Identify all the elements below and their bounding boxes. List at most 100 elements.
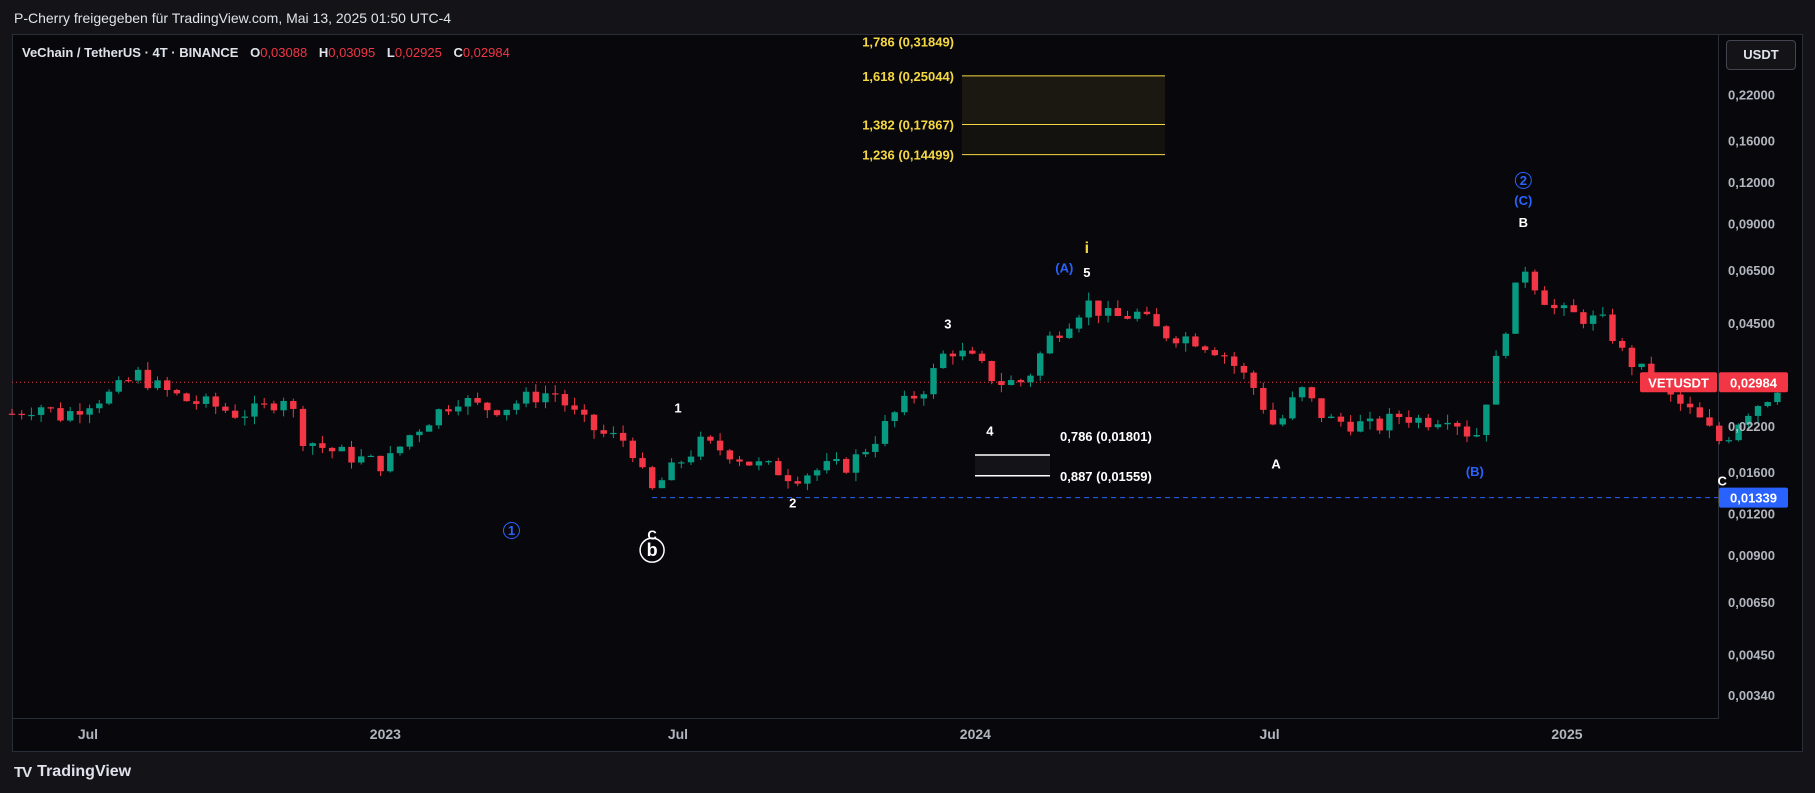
fib-level-label: 0,887 (0,01559) (1060, 469, 1152, 484)
candle-body (1347, 421, 1354, 432)
candle-body (125, 380, 132, 382)
candle-body (629, 440, 636, 459)
candle-body (726, 450, 733, 460)
candle-body (910, 395, 918, 399)
candle-body (687, 456, 695, 463)
candle-body (755, 461, 763, 466)
candle-body (1454, 422, 1461, 427)
wave-label-4[interactable]: 4 (986, 423, 994, 438)
candle-body (600, 430, 607, 434)
price-tick-label: 0,06500 (1728, 263, 1775, 278)
candle-body (571, 405, 578, 410)
wave-label-B[interactable]: (B) (1466, 464, 1484, 479)
symbol-title[interactable]: VeChain / TetherUS · 4T · BINANCE (22, 45, 239, 60)
support-level-badge-bg[interactable] (1719, 487, 1788, 508)
candle-body (649, 467, 656, 489)
candle-body (309, 443, 316, 446)
candle-body (1240, 365, 1248, 373)
candle-body (1172, 338, 1180, 344)
wave-label-C[interactable]: C (647, 527, 657, 542)
candle-body (1570, 305, 1577, 313)
wave-label-2[interactable]: 2 (789, 496, 796, 511)
candle-body (1696, 407, 1703, 418)
wave-label-i[interactable]: i (1085, 240, 1089, 257)
candle-body (765, 461, 772, 463)
wave-label-C[interactable]: (C) (1514, 193, 1532, 208)
candle-body (115, 380, 122, 392)
symbol-price-badge-bg[interactable] (1640, 372, 1717, 393)
chart-area[interactable] (12, 34, 1803, 752)
candle-body (1686, 403, 1694, 408)
candle-body (212, 396, 219, 407)
time-tick-label: 2024 (960, 726, 991, 742)
time-axis[interactable] (12, 718, 1718, 752)
candle-body (1308, 387, 1315, 399)
candle-body (1231, 356, 1238, 366)
wave-label-1[interactable]: 1 (508, 523, 515, 538)
open-label: O (250, 45, 261, 60)
candle-body (1774, 392, 1781, 403)
wave-label-3[interactable]: 3 (944, 317, 951, 332)
candle-body (1638, 363, 1645, 368)
candle-body (134, 369, 142, 381)
wave-label-B[interactable]: B (1519, 215, 1528, 230)
candle-body (251, 403, 258, 417)
candle-body (503, 409, 510, 416)
candle-body (901, 395, 908, 413)
wave-label-A[interactable]: A (1271, 457, 1281, 472)
wave-label-5[interactable]: 5 (1083, 265, 1090, 280)
candle-body (435, 409, 442, 426)
wave-label-2[interactable]: 2 (1520, 173, 1527, 188)
candle-body (1366, 418, 1374, 422)
candle-body (542, 393, 549, 403)
wave-label-circle (1514, 171, 1532, 189)
candle-body (1628, 347, 1636, 368)
candle-body (202, 396, 210, 404)
candle-body (358, 456, 365, 463)
candle-body (1512, 282, 1519, 334)
candle-body (1037, 353, 1044, 376)
candle-body (1764, 402, 1771, 407)
candle-body (522, 391, 530, 404)
candle-body (1124, 316, 1131, 319)
candle-body (1405, 417, 1412, 423)
candle-body (47, 407, 54, 409)
wave-label-A[interactable]: (A) (1055, 260, 1073, 275)
candle-body (319, 443, 326, 448)
candle-body (1056, 335, 1063, 338)
candle-body (1318, 398, 1325, 419)
wave-label-b[interactable]: b (647, 540, 658, 560)
candle-body (978, 353, 986, 361)
tradingview-brand: TradingView (37, 763, 132, 780)
candle-body (1027, 375, 1034, 383)
wave-label-C[interactable]: C (1717, 473, 1727, 488)
candle-body (532, 391, 539, 403)
candle-body (969, 350, 976, 354)
currency-button[interactable]: USDT (1726, 40, 1796, 70)
candle-body (581, 409, 588, 415)
fib-level-label: 1,382 (0,17867) (862, 118, 954, 133)
candle-body (1376, 418, 1383, 431)
candle-body (222, 406, 229, 411)
candle-body (164, 380, 171, 390)
symbol-legend: VeChain / TetherUS · 4T · BINANCE O0,030… (22, 45, 510, 60)
candle-body (794, 481, 801, 484)
candle-body (76, 411, 84, 415)
wave-label-circle (502, 522, 520, 540)
candle-body (1609, 314, 1616, 341)
candle-body (67, 411, 74, 421)
candle-body (552, 393, 559, 395)
candle-body (1279, 418, 1286, 425)
price-tick-label: 0,09000 (1728, 216, 1775, 231)
last-price-badge-bg[interactable] (1719, 372, 1788, 393)
candle-body (1492, 355, 1500, 405)
candle-body (105, 391, 113, 404)
fib-level-label: 0,786 (0,01801) (1060, 429, 1152, 444)
price-axis[interactable] (1718, 34, 1802, 719)
candle-body (1483, 404, 1490, 435)
candle-body (959, 350, 966, 357)
time-tick-label: Jul (668, 726, 688, 742)
candle-body (1415, 417, 1422, 423)
candle-body (1599, 314, 1606, 316)
wave-label-1[interactable]: 1 (674, 400, 681, 415)
